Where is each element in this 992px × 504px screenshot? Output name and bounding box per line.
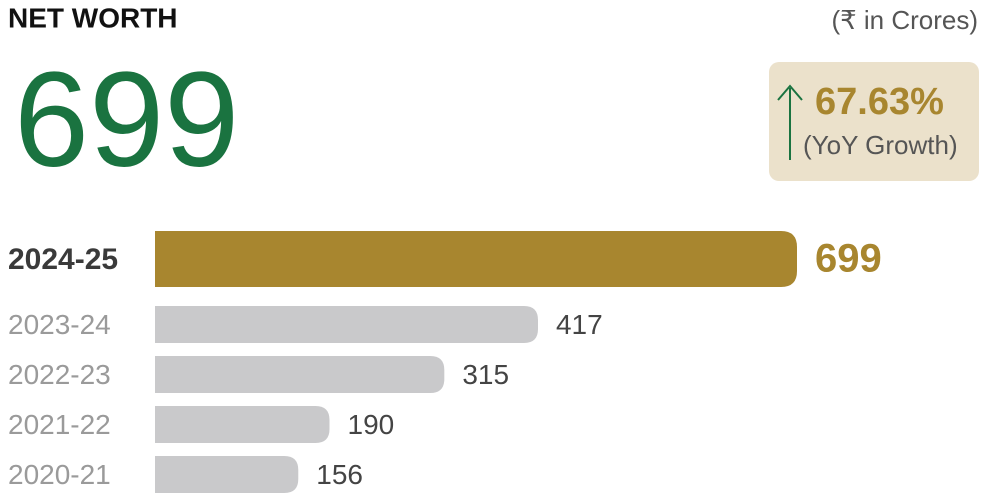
category-label: 2023-24 [8,309,111,340]
headline-value: 699 [14,44,239,195]
category-label: 2024-25 [8,243,118,276]
bar [155,231,797,287]
value-label: 156 [316,459,363,490]
category-label: 2020-21 [8,459,111,490]
bar [155,356,445,393]
growth-arrow-head [777,84,803,101]
growth-box [769,62,979,181]
bar [155,406,330,443]
chart-title: NET WORTH [8,2,178,33]
bar [155,306,538,343]
value-label: 315 [462,359,509,390]
value-label: 417 [556,309,603,340]
category-label: 2022-23 [8,359,111,390]
bar [155,456,299,493]
unit-label: (₹ in Crores) [831,5,978,35]
growth-value: 67.63% [815,81,944,123]
value-label: 190 [348,409,395,440]
growth-note: (YoY Growth) [803,130,958,160]
category-label: 2021-22 [8,409,111,440]
value-label: 699 [815,237,882,281]
